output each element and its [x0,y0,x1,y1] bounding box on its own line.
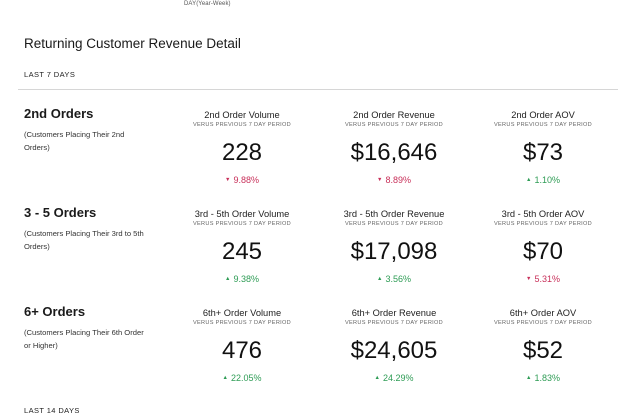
metric-change: ▲ 24.29% [375,373,414,383]
metric-change: ▲ 22.05% [223,373,262,383]
metric-card-aov: 6th+ Order AOV VERUS PREVIOUS 7 DAY PERI… [468,308,618,384]
metric-label: 6th+ Order Revenue [351,308,437,318]
metric-value: $73 [522,139,564,166]
metric-label: 2nd Order Volume [204,110,280,120]
metric-comparison-note: VERUS PREVIOUS 7 DAY PERIOD [493,320,593,326]
metric-label: 3rd - 5th Order AOV [501,209,585,219]
trend-arrow-icon: ▼ [377,177,383,183]
metric-label: 6th+ Order Volume [202,308,282,318]
trend-arrow-icon: ▲ [374,375,380,381]
trend-arrow-icon: ▲ [377,276,383,282]
metric-comparison-note: VERUS PREVIOUS 7 DAY PERIOD [192,221,292,227]
metric-label: 2nd Order Revenue [353,110,435,120]
metric-change-value: 22.05% [230,373,262,383]
metric-label: 3rd - 5th Order Volume [194,209,290,219]
metric-change: ▲ 3.56% [377,274,411,284]
metric-change: ▲ 9.38% [225,274,259,284]
trend-arrow-icon: ▼ [526,276,532,282]
metric-card-volume: 6th+ Order Volume VERUS PREVIOUS 7 DAY P… [167,308,317,384]
metric-comparison-note: VERUS PREVIOUS 7 DAY PERIOD [493,122,593,128]
metric-card-revenue: 3rd - 5th Order Revenue VERUS PREVIOUS 7… [319,209,469,285]
trend-arrow-icon: ▼ [225,177,231,183]
metric-change-value: 9.88% [233,175,259,185]
metric-value: $16,646 [350,139,438,166]
period-label-last-7-days: LAST 7 DAYS [24,70,76,79]
row-title: 6+ Orders [24,304,86,319]
metric-card-aov: 2nd Order AOV VERUS PREVIOUS 7 DAY PERIO… [468,110,618,186]
trend-arrow-icon: ▲ [222,375,228,381]
metric-card-revenue: 2nd Order Revenue VERUS PREVIOUS 7 DAY P… [319,110,469,186]
page-title: Returning Customer Revenue Detail [24,36,241,51]
metric-change-value: 9.38% [233,274,259,284]
metric-card-volume: 3rd - 5th Order Volume VERUS PREVIOUS 7 … [167,209,317,285]
row-label: 6+ Orders (Customers Placing Their 6th O… [24,304,154,352]
row-subtitle: (Customers Placing Their 3rd to 5th Orde… [24,229,144,251]
metric-comparison-note: VERUS PREVIOUS 7 DAY PERIOD [344,221,444,227]
metric-label: 2nd Order AOV [511,110,575,120]
metric-change-value: 24.29% [382,373,414,383]
metric-value: 228 [221,139,263,166]
metric-card-revenue: 6th+ Order Revenue VERUS PREVIOUS 7 DAY … [319,308,469,384]
metric-comparison-note: VERUS PREVIOUS 7 DAY PERIOD [192,320,292,326]
metric-label: 3rd - 5th Order Revenue [343,209,445,219]
axis-note: DAY(Year-Week) [184,1,231,7]
metric-comparison-note: VERUS PREVIOUS 7 DAY PERIOD [192,122,292,128]
metric-comparison-note: VERUS PREVIOUS 7 DAY PERIOD [493,221,593,227]
metric-card-volume: 2nd Order Volume VERUS PREVIOUS 7 DAY PE… [167,110,317,186]
trend-arrow-icon: ▲ [526,177,532,183]
metric-change: ▲ 1.10% [526,175,560,185]
metric-label: 6th+ Order AOV [509,308,577,318]
row-title: 3 - 5 Orders [24,205,97,220]
metric-change: ▼ 9.88% [225,175,259,185]
metric-value: 476 [221,337,263,364]
metric-value: $17,098 [350,238,438,265]
metric-value: 245 [221,238,263,265]
metric-change: ▼ 5.31% [526,274,560,284]
metric-change: ▲ 1.83% [526,373,560,383]
metric-card-aov: 3rd - 5th Order AOV VERUS PREVIOUS 7 DAY… [468,209,618,285]
metric-comparison-note: VERUS PREVIOUS 7 DAY PERIOD [344,320,444,326]
metric-comparison-note: VERUS PREVIOUS 7 DAY PERIOD [344,122,444,128]
divider [18,89,618,90]
metric-change-value: 8.89% [385,175,411,185]
row-label: 3 - 5 Orders (Customers Placing Their 3r… [24,205,154,253]
metric-change-value: 3.56% [385,274,411,284]
metric-value: $52 [522,337,564,364]
trend-arrow-icon: ▲ [225,276,231,282]
row-subtitle: (Customers Placing Their 2nd Orders) [24,130,125,152]
metric-row-3-5-orders: 3 - 5 Orders (Customers Placing Their 3r… [0,205,640,300]
period-label-last-14-days: LAST 14 DAYS [24,406,80,415]
metric-change-value: 5.31% [534,274,560,284]
metric-change-value: 1.83% [534,373,560,383]
row-label: 2nd Orders (Customers Placing Their 2nd … [24,106,154,154]
metric-value: $70 [522,238,564,265]
metric-row-2nd-orders: 2nd Orders (Customers Placing Their 2nd … [0,106,640,201]
metric-row-6-plus-orders: 6+ Orders (Customers Placing Their 6th O… [0,304,640,399]
metric-change-value: 1.10% [534,175,560,185]
metric-change: ▼ 8.89% [377,175,411,185]
row-subtitle: (Customers Placing Their 6th Order or Hi… [24,328,144,350]
metric-value: $24,605 [350,337,438,364]
row-title: 2nd Orders [24,106,94,121]
trend-arrow-icon: ▲ [526,375,532,381]
